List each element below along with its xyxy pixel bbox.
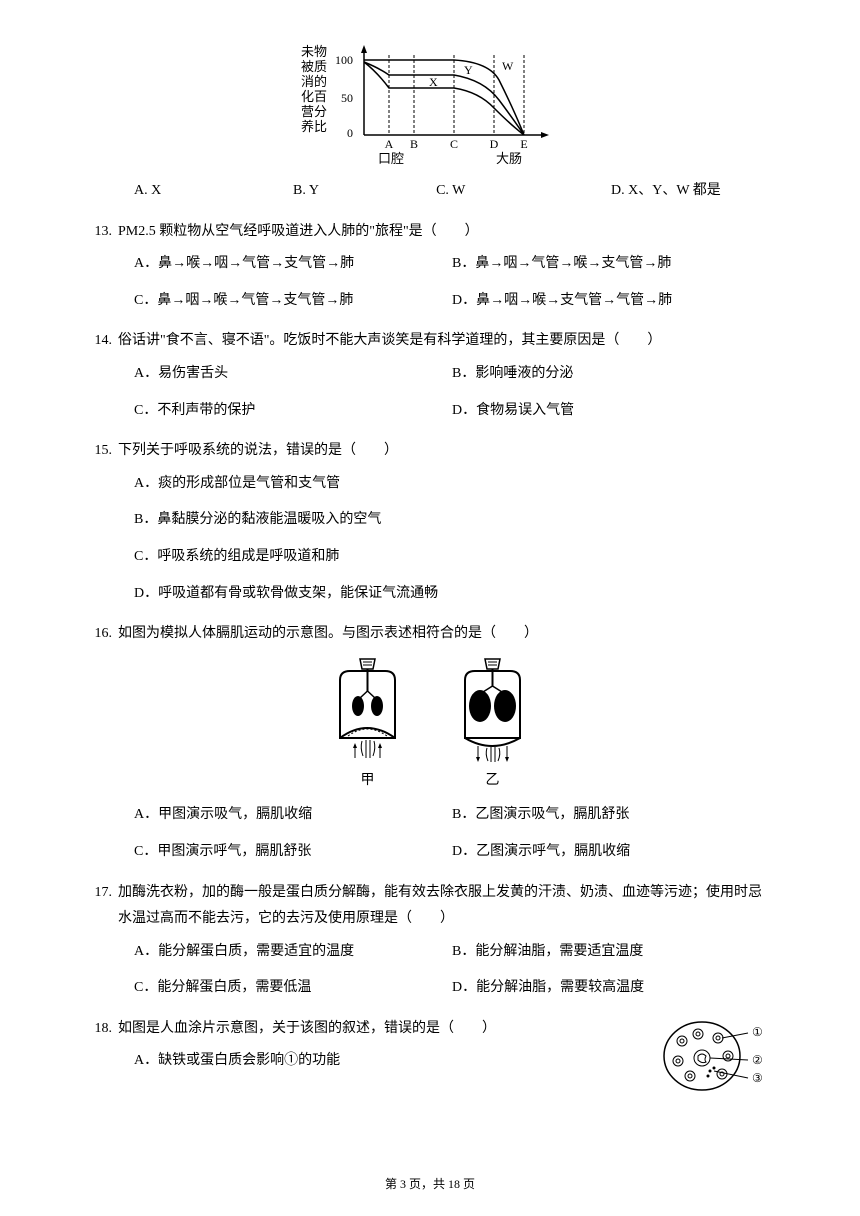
q-text: 如图是人血涂片示意图，关于该图的叙述，错误的是（ ）: [118, 1016, 650, 1043]
q14-options: A．易伤害舌头 B．影响唾液的分泌 C．不利声带的保护 D．食物易误入气管: [90, 361, 770, 424]
chart-annotation: Y: [464, 63, 473, 77]
y-label-char: 分: [314, 105, 327, 120]
option-a: A．能分解蛋白质，需要适宜的温度: [134, 939, 452, 966]
diagram-label-yi: 乙: [486, 768, 500, 795]
q16-options: A．甲图演示吸气，膈肌收缩 B．乙图演示吸气，膈肌舒张 C．甲图演示呼气，膈肌舒…: [90, 802, 770, 865]
q-number: 16.: [90, 621, 118, 648]
option-c: C. W: [436, 178, 611, 205]
q13: 13. PM2.5 颗粒物从空气经呼吸道进入人肺的"旅程"是（ ）: [90, 219, 770, 246]
x-tick: E: [520, 137, 527, 151]
option-a: A．甲图演示吸气，膈肌收缩: [134, 802, 452, 829]
q14: 14. 俗话讲"食不言、寝不语"。吃饭时不能大声谈笑是有科学道理的，其主要原因是…: [90, 328, 770, 355]
option-b: B．鼻黏膜分泌的黏液能温暖吸入的空气: [134, 507, 770, 534]
label-1: ①: [752, 1025, 763, 1039]
option-b: B．能分解油脂，需要适宜温度: [452, 939, 770, 966]
y-label-char: 化: [301, 90, 314, 105]
q-text: 加酶洗衣粉，加的酶一般是蛋白质分解酶，能有效去除衣服上发黄的汗渍、奶渍、血迹等污…: [118, 880, 770, 933]
x-tick: C: [450, 137, 458, 151]
option-b: B．影响唾液的分泌: [452, 361, 770, 388]
page-footer: 第 3 页，共 18 页: [0, 1173, 860, 1196]
y-tick: 50: [341, 91, 353, 105]
chart-annotation: W: [502, 59, 514, 73]
q17-options: A．能分解蛋白质，需要适宜的温度 B．能分解油脂，需要适宜温度 C．能分解蛋白质…: [90, 939, 770, 1002]
line-chart: 100 50 0 X Y W A B C D E 口腔: [329, 40, 559, 170]
q13-options: A．鼻→喉→咽→气管→支气管→肺 B．鼻→咽→气管→喉→支气管→肺 C．鼻→咽→…: [90, 251, 770, 314]
option-a: A. X: [134, 178, 293, 205]
option-d: D. X、Y、W 都是: [611, 178, 770, 205]
label-2: ②: [752, 1053, 763, 1067]
x-label-left: 口腔: [378, 151, 404, 166]
y-label-char: 消: [301, 75, 314, 90]
q-number: 14.: [90, 328, 118, 355]
blood-smear-diagram: ① ② ③: [660, 1016, 770, 1107]
q-number: 18.: [90, 1016, 118, 1043]
y-label-char: 物: [314, 45, 327, 60]
option-b: B. Y: [293, 178, 436, 205]
option-a: A．易伤害舌头: [134, 361, 452, 388]
x-tick: B: [410, 137, 418, 151]
option-d: D．鼻→咽→喉→支气管→气管→肺: [452, 288, 770, 315]
q-number: 15.: [90, 438, 118, 465]
option-a: A．痰的形成部位是气管和支气管: [134, 471, 770, 498]
q-text: 如图为模拟人体膈肌运动的示意图。与图示表述相符合的是（ ）: [118, 621, 770, 648]
option-c: C．呼吸系统的组成是呼吸道和肺: [134, 544, 770, 571]
q16-diagrams: 甲 乙: [90, 656, 770, 795]
option-a: A．鼻→喉→咽→气管→支气管→肺: [134, 251, 452, 278]
q16: 16. 如图为模拟人体膈肌运动的示意图。与图示表述相符合的是（ ）: [90, 621, 770, 648]
label-3: ③: [752, 1071, 763, 1085]
q12-options: A. X B. Y C. W D. X、Y、W 都是: [90, 178, 770, 205]
option-c: C．鼻→咽→喉→气管→支气管→肺: [134, 288, 452, 315]
q18: 18. 如图是人血涂片示意图，关于该图的叙述，错误的是（ ） A．缺铁或蛋白质会…: [90, 1016, 770, 1107]
q18-question: 18. 如图是人血涂片示意图，关于该图的叙述，错误的是（ ）: [90, 1016, 650, 1043]
bell-jar-jia: [320, 656, 415, 766]
q-number: 13.: [90, 219, 118, 246]
q-number: 17.: [90, 880, 118, 907]
q18-options: A．缺铁或蛋白质会影响①的功能: [90, 1048, 650, 1075]
option-c: C．不利声带的保护: [134, 398, 452, 425]
option-a: A．缺铁或蛋白质会影响①的功能: [134, 1048, 650, 1075]
y-label-char: 被: [301, 60, 314, 75]
option-b: B．乙图演示吸气，膈肌舒张: [452, 802, 770, 829]
option-b: B．鼻→咽→气管→喉→支气管→肺: [452, 251, 770, 278]
y-label-char: 营: [301, 105, 314, 120]
option-d: D．呼吸道都有骨或软骨做支架，能保证气流通畅: [134, 581, 770, 608]
q15-options: A．痰的形成部位是气管和支气管 B．鼻黏膜分泌的黏液能温暖吸入的空气 C．呼吸系…: [90, 471, 770, 607]
diagram-yi: 乙: [445, 656, 540, 795]
y-label-char: 百: [314, 90, 327, 105]
x-tick: A: [385, 137, 394, 151]
y-axis-label: 未 被 消 化 营 养 物 质 的 百 分 比: [301, 45, 327, 135]
q15: 15. 下列关于呼吸系统的说法，错误的是（ ）: [90, 438, 770, 465]
option-d: D．乙图演示呼气，膈肌收缩: [452, 839, 770, 866]
diagram-jia: 甲: [320, 656, 415, 795]
q-text: PM2.5 颗粒物从空气经呼吸道进入人肺的"旅程"是（ ）: [118, 219, 770, 246]
chart-wrapper: 未 被 消 化 营 养 物 质 的 百 分 比 10: [301, 40, 559, 170]
option-c: C．甲图演示呼气，膈肌舒张: [134, 839, 452, 866]
x-tick: D: [490, 137, 499, 151]
q-text: 下列关于呼吸系统的说法，错误的是（ ）: [118, 438, 770, 465]
y-label-char: 养: [301, 120, 314, 135]
option-c: C．能分解蛋白质，需要低温: [134, 975, 452, 1002]
q-text: 俗话讲"食不言、寝不语"。吃饭时不能大声谈笑是有科学道理的，其主要原因是（ ）: [118, 328, 770, 355]
option-d: D．能分解油脂，需要较高温度: [452, 975, 770, 1002]
y-label-char: 比: [314, 120, 327, 135]
y-tick: 0: [347, 126, 353, 140]
bell-jar-yi: [445, 656, 540, 766]
option-d: D．食物易误入气管: [452, 398, 770, 425]
y-label-char: 质: [314, 60, 327, 75]
chart-container: 未 被 消 化 营 养 物 质 的 百 分 比 10: [90, 40, 770, 170]
x-label-right: 大肠: [496, 151, 522, 166]
y-label-char: 未: [301, 45, 314, 60]
chart-annotation: X: [429, 75, 438, 89]
diagram-label-jia: 甲: [361, 768, 375, 795]
y-label-char: 的: [314, 75, 327, 90]
q17: 17. 加酶洗衣粉，加的酶一般是蛋白质分解酶，能有效去除衣服上发黄的汗渍、奶渍、…: [90, 880, 770, 933]
y-tick: 100: [335, 53, 353, 67]
